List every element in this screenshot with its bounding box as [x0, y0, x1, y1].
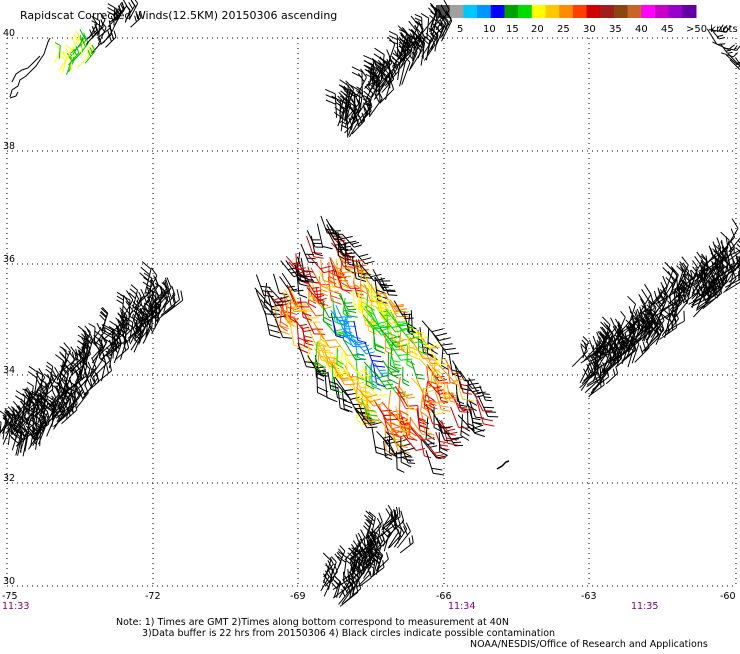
time-label: 11:35: [631, 601, 658, 612]
latitude-labels: 40 38 36 34 32 30: [3, 28, 15, 587]
legend-swatch: [559, 5, 573, 18]
legend-label: 45: [661, 24, 674, 35]
legend-swatch: [463, 5, 477, 18]
wind-barb: [382, 402, 401, 416]
legend-swatch: [545, 5, 559, 18]
wind-barb: [347, 358, 372, 377]
legend-swatch: [504, 5, 518, 18]
legend-swatch: [600, 5, 614, 18]
credit-line: NOAA/NESDIS/Office of Research and Appli…: [470, 639, 708, 650]
latitude-label: 36: [3, 254, 15, 265]
longitude-label: -60: [720, 591, 736, 602]
wind-barb: [397, 523, 410, 548]
legend-label: 20: [531, 24, 544, 35]
coastline: [10, 38, 50, 98]
wind-barb: [92, 37, 102, 54]
wind-barb: [659, 318, 676, 339]
latitude-label: 38: [3, 141, 15, 152]
longitude-labels: -75-72-69-66-63-60: [2, 591, 736, 602]
legend-label: 35: [609, 24, 622, 35]
wind-barb: [400, 535, 413, 553]
wind-barb: [480, 386, 493, 401]
legend-label: 40: [635, 24, 648, 35]
legend-label: 15: [506, 24, 519, 35]
bermuda-island: [497, 461, 509, 469]
legend-swatch: [532, 5, 546, 18]
legend-label: 30: [583, 24, 596, 35]
wind-barb: [397, 451, 405, 472]
wind-barb: [325, 89, 336, 117]
wind-barb: [69, 46, 79, 65]
wind-barb: [337, 545, 345, 567]
legend-swatch: [669, 5, 683, 18]
wind-barb: [85, 45, 95, 63]
legend-swatch: [614, 5, 628, 18]
wind-barb: [407, 422, 435, 441]
legend-swatch: [655, 5, 669, 18]
legend-label: 10: [483, 24, 496, 35]
wind-barb: [478, 396, 498, 417]
latitude-label: 40: [3, 28, 15, 39]
wind-barb: [439, 432, 447, 455]
wind-barb: [354, 321, 367, 343]
legend-label: 25: [557, 24, 570, 35]
wind-barb: [343, 298, 349, 317]
time-labels: 11:33 11:34 11:35: [2, 601, 658, 612]
longitude-label: -69: [290, 591, 306, 602]
wind-barb: [337, 348, 344, 368]
time-label: 11:33: [2, 601, 29, 612]
legend-swatch: [573, 5, 587, 18]
wind-barb: [426, 418, 435, 445]
longitude-label: -72: [145, 591, 161, 602]
legend-swatch: [477, 5, 491, 18]
latitude-label: 34: [3, 365, 15, 376]
wind-barb: [403, 367, 409, 386]
wind-barb: [0, 418, 1, 439]
legend-swatch: [450, 5, 464, 18]
legend-swatches: [436, 5, 697, 18]
wind-barb: [433, 333, 459, 354]
note-line-2: 3)Data buffer is 22 hrs from 20150306 4)…: [142, 628, 555, 639]
legend-swatch: [587, 5, 601, 18]
wind-barbs: [0, 0, 740, 606]
legend-label: 5: [457, 24, 463, 35]
wind-barb: [117, 292, 124, 313]
time-label: 11:34: [448, 601, 475, 612]
wind-barb: [572, 342, 587, 367]
longitude-label: -63: [581, 591, 597, 602]
wind-barb: [313, 322, 335, 341]
legend-swatch: [641, 5, 655, 18]
legend-swatch: [518, 5, 532, 18]
latitude-label: 32: [3, 473, 15, 484]
legend-swatch: [628, 5, 642, 18]
legend-swatch: [491, 5, 505, 18]
note-line-1: Note: 1) Times are GMT 2)Times along bot…: [116, 617, 509, 628]
latitude-label: 30: [3, 576, 15, 587]
map-title: Rapidscat Corrected Winds(12.5KM) 201503…: [20, 9, 337, 22]
legend-swatch: [682, 5, 696, 18]
